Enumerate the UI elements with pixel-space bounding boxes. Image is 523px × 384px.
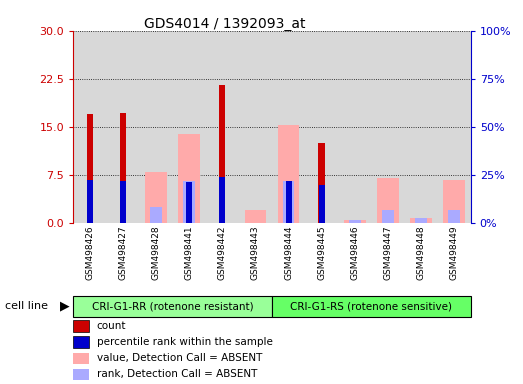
Bar bbox=[239, 31, 272, 223]
Bar bbox=[283, 182, 294, 223]
Bar bbox=[184, 182, 195, 223]
Bar bbox=[87, 114, 93, 223]
Bar bbox=[415, 218, 427, 223]
Bar bbox=[319, 185, 325, 223]
Bar bbox=[272, 31, 305, 223]
Text: CRI-G1-RS (rotenone sensitive): CRI-G1-RS (rotenone sensitive) bbox=[290, 301, 452, 311]
Bar bbox=[319, 143, 325, 223]
Bar bbox=[178, 134, 200, 223]
Bar bbox=[382, 210, 394, 223]
Bar bbox=[448, 210, 460, 223]
Bar bbox=[410, 218, 432, 223]
Bar bbox=[186, 182, 192, 223]
Text: GDS4014 / 1392093_at: GDS4014 / 1392093_at bbox=[144, 17, 305, 31]
Bar bbox=[87, 180, 93, 223]
Text: value, Detection Call = ABSENT: value, Detection Call = ABSENT bbox=[97, 353, 262, 363]
Bar bbox=[173, 31, 206, 223]
Bar bbox=[438, 31, 471, 223]
Bar bbox=[444, 180, 465, 223]
Bar bbox=[278, 125, 299, 223]
Text: count: count bbox=[97, 321, 126, 331]
Bar bbox=[349, 220, 360, 223]
Bar bbox=[120, 182, 126, 223]
Bar bbox=[73, 31, 106, 223]
Bar bbox=[286, 182, 291, 223]
Bar bbox=[245, 210, 266, 223]
Bar bbox=[219, 85, 225, 223]
Bar bbox=[377, 178, 399, 223]
Bar bbox=[219, 177, 225, 223]
Bar bbox=[140, 31, 173, 223]
Bar bbox=[106, 31, 140, 223]
Bar bbox=[206, 31, 239, 223]
Bar bbox=[73, 296, 272, 317]
Bar bbox=[272, 296, 471, 317]
Text: percentile rank within the sample: percentile rank within the sample bbox=[97, 337, 272, 347]
Bar bbox=[404, 31, 438, 223]
Bar bbox=[344, 220, 366, 223]
Text: cell line: cell line bbox=[5, 301, 48, 311]
Text: rank, Detection Call = ABSENT: rank, Detection Call = ABSENT bbox=[97, 369, 257, 379]
Bar bbox=[145, 172, 167, 223]
Text: ▶: ▶ bbox=[60, 300, 70, 313]
Bar bbox=[338, 31, 371, 223]
Text: CRI-G1-RR (rotenone resistant): CRI-G1-RR (rotenone resistant) bbox=[92, 301, 254, 311]
Bar bbox=[150, 207, 162, 223]
Bar bbox=[120, 113, 126, 223]
Bar bbox=[305, 31, 338, 223]
Bar bbox=[371, 31, 404, 223]
